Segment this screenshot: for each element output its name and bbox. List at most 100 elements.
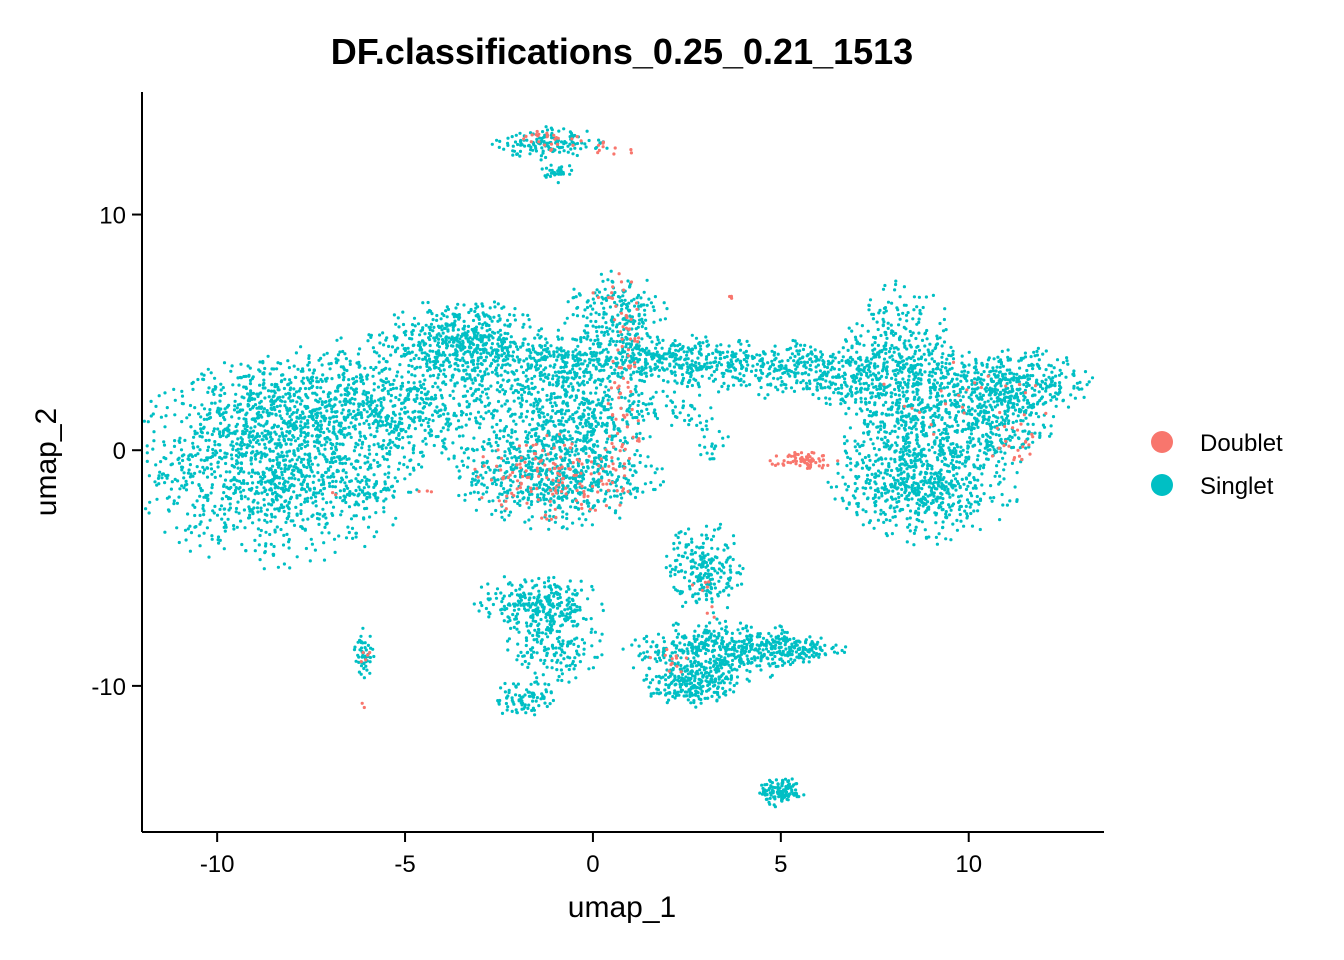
singlet-point [881, 403, 886, 407]
singlet-point [437, 345, 441, 349]
singlet-point [251, 445, 255, 449]
singlet-point [441, 339, 445, 343]
singlet-point [674, 353, 679, 357]
singlet-point [914, 336, 918, 341]
singlet-point [457, 317, 461, 321]
singlet-point [440, 324, 444, 328]
singlet-point [412, 468, 416, 472]
singlet-point [456, 364, 460, 368]
singlet-point [876, 327, 880, 332]
singlet-point [199, 415, 203, 419]
singlet-point [335, 338, 339, 342]
singlet-point [864, 510, 868, 514]
singlet-point [923, 492, 928, 496]
singlet-point [307, 354, 311, 358]
singlet-point [825, 365, 830, 370]
singlet-point [190, 481, 194, 485]
singlet-point [780, 380, 784, 384]
singlet-point [819, 386, 823, 390]
singlet-point [509, 335, 513, 339]
singlet-point [436, 385, 440, 389]
singlet-point [917, 295, 922, 299]
singlet-point [342, 433, 346, 437]
singlet-point [349, 386, 353, 390]
singlet-point [482, 312, 486, 317]
singlet-point [926, 464, 930, 468]
singlet-point [287, 507, 291, 511]
singlet-point [319, 419, 323, 423]
singlet-point [396, 444, 401, 448]
singlet-point [655, 335, 660, 339]
singlet-point [483, 343, 488, 347]
singlet-point [917, 498, 921, 502]
singlet-point [905, 362, 909, 366]
singlet-point [528, 354, 532, 358]
singlet-point [210, 534, 214, 538]
singlet-point [349, 435, 353, 439]
singlet-point [475, 343, 479, 348]
singlet-point [308, 487, 312, 491]
singlet-point [461, 339, 465, 343]
singlet-point [929, 471, 933, 475]
singlet-point [191, 503, 195, 507]
singlet-point [263, 386, 267, 390]
singlet-point [188, 549, 192, 553]
singlet-point [860, 363, 864, 367]
singlet-point [474, 328, 478, 332]
singlet-point [318, 397, 322, 401]
singlet-point [399, 407, 404, 411]
singlet-point [521, 313, 525, 317]
singlet-point [194, 453, 198, 457]
singlet-point [421, 373, 425, 377]
singlet-point [446, 307, 451, 311]
singlet-point [175, 526, 179, 530]
singlet-point [894, 331, 898, 336]
singlet-point [311, 501, 315, 505]
singlet-point [202, 509, 206, 513]
singlet-point [322, 353, 326, 357]
singlet-point [418, 365, 422, 369]
singlet-point [328, 367, 332, 371]
singlet-point [571, 350, 575, 354]
singlet-point [532, 401, 536, 405]
singlet-point [224, 494, 228, 498]
singlet-point [211, 447, 215, 452]
singlet-point [411, 448, 415, 452]
singlet-point [394, 428, 399, 432]
singlet-point [401, 310, 405, 314]
singlet-point [860, 324, 865, 328]
singlet-point [367, 333, 371, 337]
singlet-point [766, 383, 770, 387]
singlet-point [311, 493, 315, 497]
singlet-point [283, 404, 287, 408]
singlet-point [259, 479, 263, 483]
singlet-point [286, 420, 290, 425]
singlet-point [188, 403, 193, 408]
singlet-point [534, 360, 539, 364]
singlet-point [483, 370, 487, 374]
singlet-point [249, 430, 253, 434]
singlet-point [287, 546, 291, 550]
singlet-point [442, 441, 446, 445]
singlet-point [216, 406, 220, 410]
singlet-point [481, 322, 485, 327]
singlet-point [543, 358, 547, 362]
singlet-point [251, 434, 255, 438]
singlet-point [321, 480, 326, 484]
singlet-point [323, 512, 327, 517]
singlet-point [255, 485, 259, 489]
singlet-point [406, 410, 410, 414]
singlet-point [189, 425, 193, 429]
singlet-point [597, 345, 601, 349]
singlet-point [219, 421, 223, 425]
singlet-point [376, 414, 380, 418]
singlet-point [788, 356, 793, 360]
singlet-point [579, 336, 583, 340]
singlet-point [306, 517, 310, 521]
singlet-point [271, 449, 275, 453]
singlet-point [182, 476, 186, 480]
singlet-point [818, 369, 823, 373]
singlet-point [717, 361, 721, 365]
singlet-point [955, 455, 960, 459]
singlet-point [906, 404, 910, 408]
